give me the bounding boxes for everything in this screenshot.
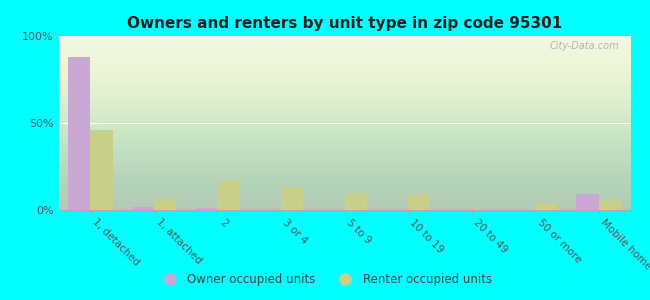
Bar (281, 188, 303, 210)
Legend: Owner occupied units, Renter occupied units: Owner occupied units, Renter occupied un… (153, 269, 497, 291)
Bar (577, 194, 599, 210)
Bar (90, 130, 112, 210)
Bar (217, 180, 240, 210)
Bar (195, 208, 217, 210)
Text: City-Data.com: City-Data.com (549, 41, 619, 51)
Bar (344, 193, 367, 210)
Bar (408, 194, 430, 210)
Bar (154, 198, 176, 210)
Bar (68, 57, 90, 210)
Bar (599, 200, 621, 210)
Title: Owners and renters by unit type in zip code 95301: Owners and renters by unit type in zip c… (127, 16, 562, 31)
Bar (131, 206, 154, 210)
Bar (535, 203, 558, 210)
